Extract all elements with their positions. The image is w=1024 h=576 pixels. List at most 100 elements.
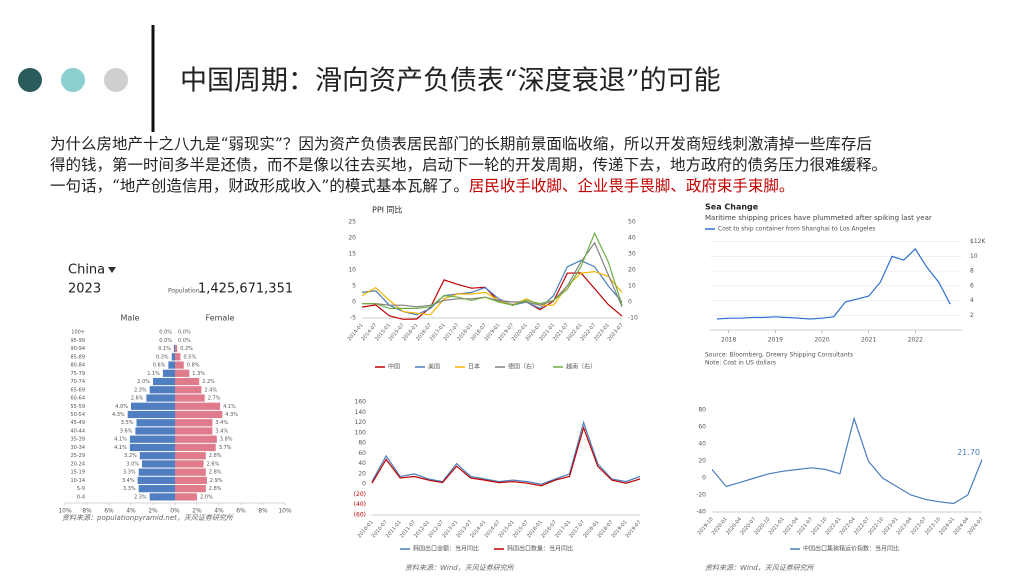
bar	[131, 402, 175, 410]
bar	[153, 377, 175, 386]
y-tick-label: 120	[355, 419, 367, 426]
value-label: 3.3%	[123, 470, 136, 476]
value-label: 2.9%	[210, 478, 223, 484]
body-text: 一句话，“地产创造信用，财政形成收入”的模式基本瓦解了。	[50, 177, 469, 195]
x-tick-label: 2020	[814, 337, 829, 344]
value-label: 3.4%	[122, 478, 135, 484]
age-label: 35-39	[70, 437, 85, 443]
bar	[175, 369, 190, 377]
value-label: 3.0%	[126, 461, 139, 467]
series-line	[711, 416, 983, 505]
chart-title: Sea Change	[705, 203, 759, 212]
x-tick-label: 8%	[82, 508, 92, 515]
y-tick-label: 20	[348, 235, 356, 242]
y-tick-label: (60)	[354, 512, 366, 519]
age-label: 60-64	[70, 396, 85, 402]
y-tick-label: 160	[355, 399, 367, 406]
y-tick-label: (20)	[354, 491, 366, 498]
value-label: 0.5%	[184, 354, 197, 360]
bar	[138, 468, 175, 476]
value-label: 0.6%	[153, 363, 166, 369]
y-tick-label: $12K	[970, 238, 986, 245]
age-label: 95-99	[70, 338, 85, 344]
source: 资料来源：Wind，天风证券研究所	[705, 564, 815, 572]
value-label: 3.8%	[220, 437, 233, 443]
age-label: 70-74	[70, 379, 85, 385]
bar	[175, 394, 205, 402]
legend-label: 越南（右）	[566, 363, 596, 371]
chart-title: PPI 同比	[372, 205, 403, 215]
age-label: 40-44	[70, 428, 85, 434]
decor-dot	[104, 68, 128, 92]
age-label: 100+	[71, 330, 85, 336]
y-tick-label: 60	[698, 424, 706, 431]
value-label: 2.4%	[204, 387, 217, 393]
value-label: 0.1%	[158, 346, 171, 352]
value-label: 0.8%	[187, 363, 200, 369]
value-label: 4.3%	[225, 412, 238, 418]
bar	[175, 427, 213, 435]
value-label: 2.8%	[209, 470, 222, 476]
age-label: 80-84	[70, 363, 85, 369]
bar	[135, 427, 175, 435]
bar	[168, 361, 175, 369]
value-label: 2.3%	[134, 494, 147, 500]
value-label: 4.3%	[112, 412, 125, 418]
legend-label: Female	[206, 314, 235, 323]
y-tick-label: 5	[352, 283, 356, 290]
y-tick-label: 25	[348, 219, 356, 226]
value-label: 21.70	[957, 448, 980, 457]
bar	[129, 435, 175, 443]
y-tick-label: 0	[362, 481, 366, 488]
y-tick-label: 20	[698, 458, 706, 465]
series-line	[361, 272, 623, 320]
bar	[139, 452, 175, 460]
value-label: 2.0%	[200, 494, 213, 500]
age-label: 30-34	[70, 445, 85, 451]
series-line	[362, 231, 623, 309]
population-label: Population	[168, 288, 200, 295]
legend-label: 日本	[468, 363, 480, 371]
value-label: 1.1%	[147, 371, 160, 377]
value-label: 4.1%	[223, 404, 236, 410]
value-label: 2.6%	[207, 461, 220, 467]
chart-subtitle: 2023	[68, 282, 101, 297]
value-label: 2.0%	[137, 379, 150, 385]
bar	[175, 402, 221, 410]
y-tick-label: 4	[970, 297, 974, 304]
value-label: 2.2%	[202, 379, 215, 385]
slide-title: 中国周期：滑向资产负债表“深度衰退”的可能	[180, 66, 721, 97]
body-highlight: 居民收手收脚、企业畏手畏脚、政府束手束脚。	[469, 177, 795, 195]
value-label: 3.4%	[215, 428, 228, 434]
decor-dot	[61, 68, 85, 92]
y-tick-label: 6	[970, 282, 974, 289]
body-line: 为什么房地产十之八九是“弱现实”？因为资产负债表居民部门的长期前景面临收缩，所以…	[50, 135, 872, 153]
x-tick-label: 10%	[58, 508, 72, 515]
value-label: 2.8%	[209, 453, 222, 459]
x-tick-label: 2022	[908, 337, 923, 344]
legend-label: Cost to ship container from Shanghai to …	[718, 226, 875, 233]
value-label: 3.4%	[215, 420, 228, 426]
dropdown-icon	[108, 267, 116, 273]
value-label: 0.0%	[178, 338, 191, 344]
bar	[171, 353, 175, 361]
value-label: 4.1%	[114, 445, 127, 451]
value-label: 1.3%	[192, 371, 205, 377]
age-label: 45-49	[70, 420, 85, 426]
bar	[175, 361, 184, 369]
bar	[142, 460, 175, 468]
bar	[149, 493, 175, 501]
bar	[129, 443, 175, 452]
y-tick-label: 0	[628, 299, 632, 306]
source: 资料来源：populationpyramid.net，天风证券研究所	[62, 514, 234, 522]
bar	[175, 353, 181, 361]
bar	[136, 419, 175, 427]
age-label: 10-14	[70, 478, 85, 484]
series-line	[361, 270, 623, 316]
value-label: 2.8%	[209, 486, 222, 492]
bar	[175, 386, 202, 394]
y-tick-label: 8	[970, 268, 974, 275]
bar	[149, 386, 175, 394]
value-label: 0.3%	[156, 354, 169, 360]
